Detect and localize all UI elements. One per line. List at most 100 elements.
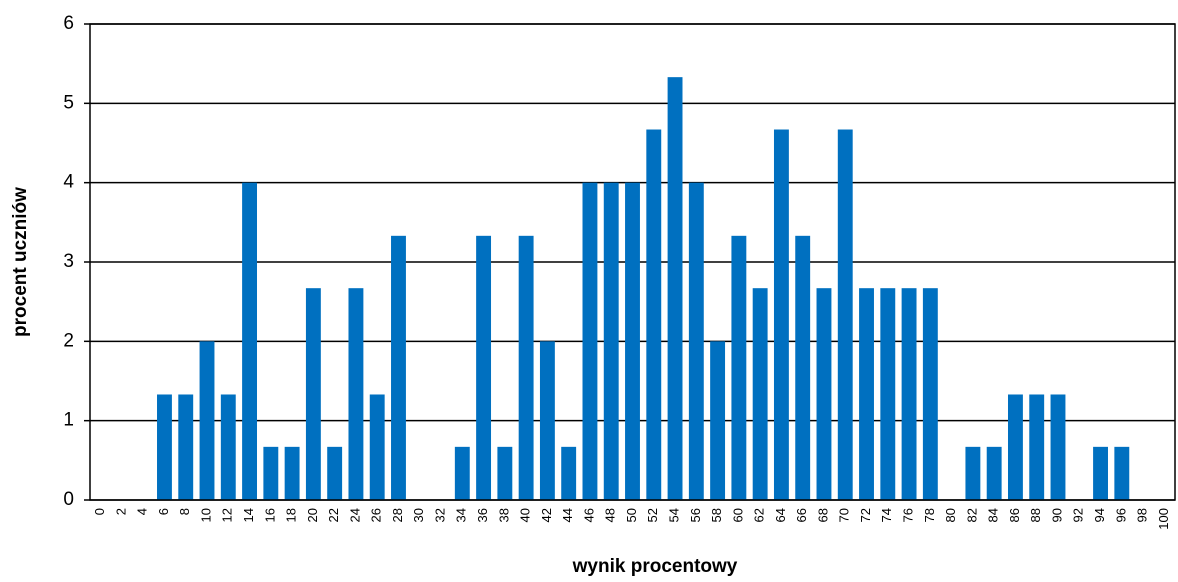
x-tick-label: 28 (390, 508, 405, 522)
bar (965, 446, 981, 500)
x-tick-label: 72 (858, 508, 873, 522)
x-tick-label: 50 (624, 508, 639, 522)
x-tick-label: 86 (1007, 508, 1022, 522)
bar (986, 446, 1002, 500)
bar (220, 394, 236, 500)
x-tick-label: 44 (560, 508, 575, 522)
bar (773, 129, 789, 500)
x-tick-label: 22 (326, 508, 341, 522)
x-axis-title: wynik procentowy (572, 556, 738, 577)
x-tick-label: 34 (454, 508, 469, 522)
x-tick-label: 0 (92, 508, 107, 515)
bar (1029, 394, 1045, 500)
x-tick-label: 66 (794, 508, 809, 522)
x-tick-label: 42 (539, 508, 554, 522)
x-tick-label: 14 (241, 508, 256, 522)
y-tick-label: 2 (63, 330, 74, 351)
bar (199, 341, 215, 500)
x-tick-label: 54 (666, 508, 681, 522)
bar (284, 446, 300, 500)
y-tick-label: 3 (63, 251, 74, 272)
bar (1114, 446, 1130, 500)
x-tick-label: 94 (1092, 508, 1107, 522)
x-tick-label: 90 (1049, 508, 1064, 522)
bar (603, 182, 619, 500)
x-tick-label: 84 (986, 508, 1001, 522)
bar (731, 235, 747, 500)
bar (348, 288, 364, 500)
x-tick-label: 2 (113, 508, 128, 515)
x-tick-label: 30 (411, 508, 426, 522)
bar (539, 341, 555, 500)
x-tick-label: 56 (688, 508, 703, 522)
bar (901, 288, 917, 500)
x-tick-label: 60 (730, 508, 745, 522)
bar (922, 288, 938, 500)
x-tick-label: 98 (1135, 508, 1150, 522)
x-tick-label: 82 (964, 508, 979, 522)
bar (454, 446, 470, 500)
x-tick-label: 18 (284, 508, 299, 522)
bar (1093, 446, 1108, 500)
bar (667, 77, 683, 501)
bar (263, 446, 279, 500)
x-tick-label: 26 (369, 508, 384, 522)
x-tick-label: 6 (156, 508, 171, 515)
plot-border (89, 23, 1176, 501)
bar (837, 129, 853, 500)
bar (178, 394, 194, 500)
x-tick-label: 10 (198, 508, 213, 522)
bar (816, 288, 832, 500)
bar (859, 288, 874, 500)
x-tick-label: 78 (922, 508, 937, 522)
x-tick-label: 32 (432, 508, 447, 522)
x-tick-label: 16 (262, 508, 277, 522)
x-tick-label: 38 (496, 508, 511, 522)
x-tick-label: 88 (1028, 508, 1043, 522)
bar (688, 182, 704, 500)
x-tick-label: 4 (135, 508, 150, 515)
x-tick-label: 64 (773, 508, 788, 522)
bar (710, 341, 726, 500)
x-tick-label: 48 (603, 508, 618, 522)
bar (795, 235, 811, 500)
x-tick-label: 100 (1156, 508, 1171, 530)
x-tick-label: 68 (815, 508, 830, 522)
y-tick-label: 5 (63, 92, 74, 113)
x-tick-label: 12 (220, 508, 235, 522)
x-tick-label: 52 (645, 508, 660, 522)
x-tick-label: 24 (347, 508, 362, 522)
y-tick-label: 6 (63, 13, 74, 34)
x-tick-label: 46 (581, 508, 596, 522)
x-tick-label: 70 (837, 508, 852, 522)
x-tick-label: 62 (752, 508, 767, 522)
x-tick-label: 20 (305, 508, 320, 522)
x-tick-label: 96 (1113, 508, 1128, 522)
bar (369, 394, 385, 500)
x-tick-label: 80 (943, 508, 958, 522)
bar (582, 182, 598, 500)
bar (561, 446, 577, 500)
x-tick-label: 74 (879, 508, 894, 522)
bar (497, 446, 513, 500)
bar (305, 288, 321, 500)
x-tick-label: 8 (177, 508, 192, 515)
x-tick-label: 58 (709, 508, 724, 522)
x-tick-label: 40 (518, 508, 533, 522)
bar (242, 182, 258, 500)
bar (752, 288, 768, 500)
bar (476, 235, 492, 500)
x-tick-label: 92 (1071, 508, 1086, 522)
bar (646, 129, 662, 500)
bar (518, 235, 534, 500)
y-axis-title: procent uczniów (10, 187, 31, 337)
bar (1007, 394, 1023, 500)
bar (625, 182, 640, 500)
bar (327, 446, 343, 500)
bar (880, 288, 896, 500)
x-tick-label: 36 (475, 508, 490, 522)
y-tick-label: 1 (63, 410, 74, 431)
bar (1050, 394, 1066, 500)
bar (391, 235, 406, 500)
